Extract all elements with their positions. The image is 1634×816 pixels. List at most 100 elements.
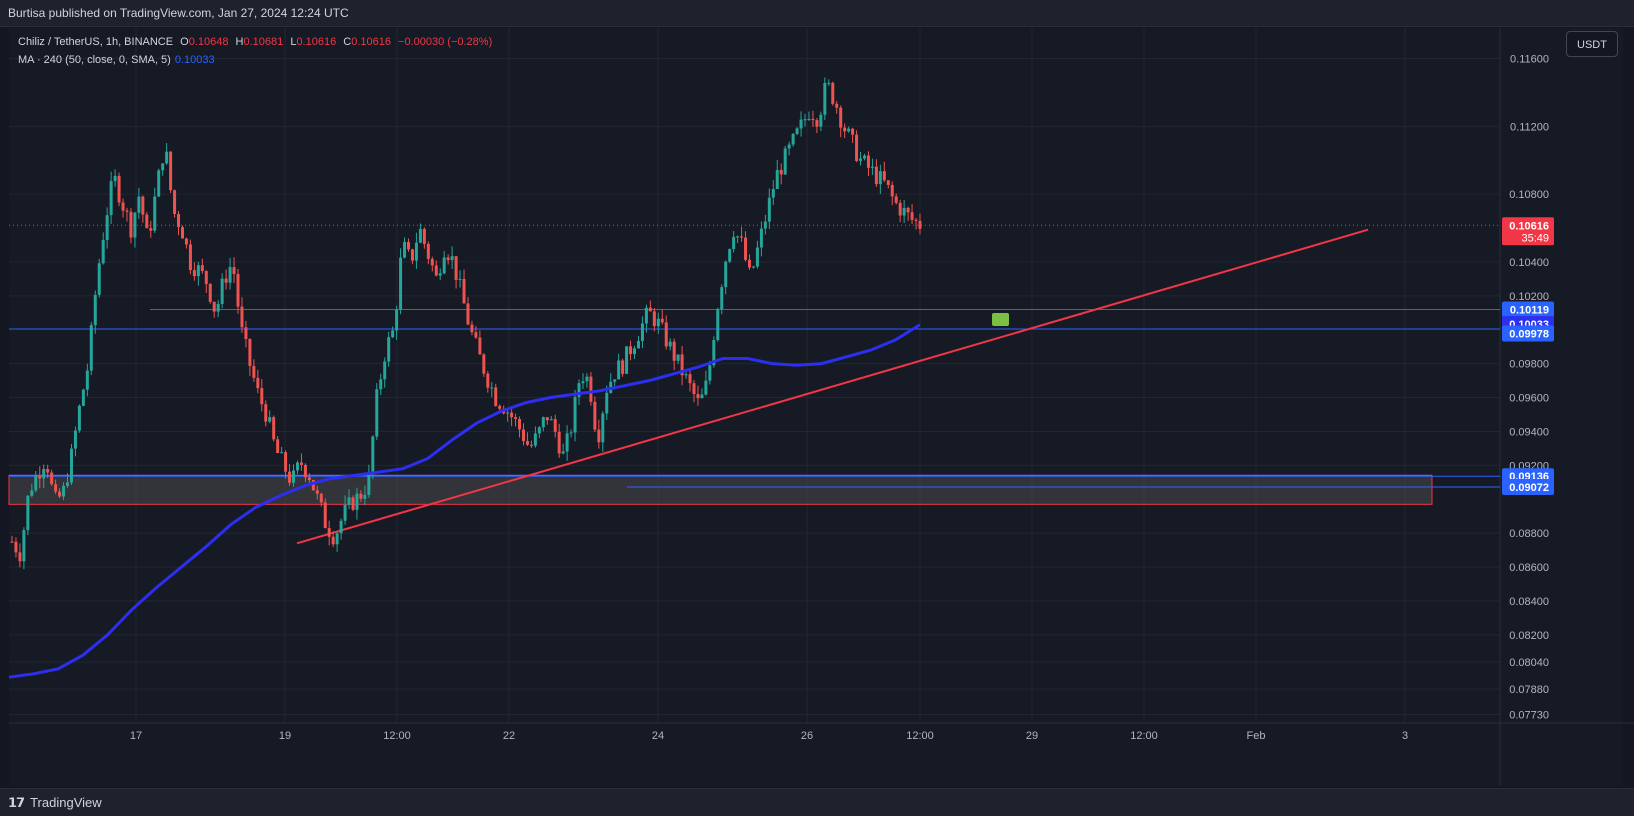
candle-body [268, 417, 272, 422]
candle-body [862, 155, 866, 159]
price-tick-label: 0.11600 [1510, 54, 1549, 66]
candle-body [859, 158, 863, 161]
candle-body [664, 322, 668, 347]
candle-body [799, 119, 803, 129]
open-label: O [180, 36, 189, 48]
candle-body [589, 376, 593, 402]
close-value: 0.10616 [351, 36, 391, 48]
candle-body [890, 184, 894, 197]
symbol-legend: Chiliz / TetherUS, 1h, BINANCE O0.10648 … [18, 33, 492, 69]
tradingview-brand[interactable]: 𝟭𝟳 TradingView [8, 789, 102, 816]
candle-body [399, 257, 403, 310]
candle-body [640, 323, 644, 341]
candle-body [256, 377, 260, 389]
price-tick-label: 0.10800 [1509, 189, 1549, 201]
candle-body [906, 207, 910, 213]
candle-body [343, 504, 347, 521]
price-label-text: 0.09978 [1509, 328, 1549, 340]
candle-body [34, 475, 38, 491]
symbol-name[interactable]: Chiliz / TetherUS, 1h, BINANCE [18, 36, 174, 48]
candle-body [478, 337, 482, 355]
time-tick-label: 3 [1402, 730, 1408, 742]
open-value: 0.10648 [188, 36, 229, 48]
candle-body [77, 405, 81, 431]
price-label-box [1502, 301, 1554, 318]
candle-body [442, 257, 446, 274]
currency-button[interactable]: USDT [1566, 31, 1618, 57]
candle-body [894, 196, 898, 203]
candle-body [113, 175, 117, 182]
candle-body [121, 202, 125, 211]
time-tick-label: 12:00 [1130, 730, 1158, 742]
candle-body [240, 306, 244, 328]
price-tick-label: 0.07880 [1509, 684, 1549, 696]
candle-body [613, 379, 617, 382]
candle-body [208, 283, 212, 302]
candle-body [510, 412, 514, 418]
time-tick-label: 26 [801, 730, 813, 742]
high-value: 0.10681 [243, 36, 284, 48]
candle-body [375, 389, 379, 437]
publisher-text: Burtisa published on TradingView.com, Ja… [8, 6, 349, 20]
candle-body [660, 318, 664, 323]
candle-body [367, 471, 371, 495]
candle-body [42, 469, 46, 479]
candle-body [30, 490, 34, 496]
candle-body [331, 536, 335, 545]
chart-area[interactable] [9, 28, 1623, 786]
candle-body [494, 387, 498, 406]
candle-body [886, 180, 890, 185]
candle-body [387, 337, 391, 362]
candle-body [795, 128, 799, 134]
candle-body [264, 404, 268, 422]
candle-body [910, 212, 914, 220]
candle-body [319, 493, 323, 503]
candle-body [232, 267, 236, 275]
candle-body [529, 444, 533, 446]
candle-body [434, 265, 438, 276]
ma-indicator-label[interactable]: MA · 240 (50, close, 0, SMA, 5) [18, 54, 171, 66]
candle-body [882, 171, 886, 181]
candle-body [220, 278, 224, 304]
time-tick-label: 24 [652, 730, 664, 742]
candle-body [748, 259, 752, 268]
candle-body [192, 270, 196, 277]
time-tick-label: 19 [279, 730, 291, 742]
price-tick-label: 0.09800 [1509, 359, 1549, 371]
candle-body [656, 318, 660, 327]
candle-body [157, 170, 161, 197]
candle-body [851, 128, 855, 135]
candle-body [46, 469, 50, 473]
candle-body [803, 119, 807, 121]
candle-body [383, 361, 387, 380]
price-tick-label: 0.08400 [1509, 596, 1549, 608]
candle-body [874, 166, 878, 185]
candle-body [458, 278, 462, 280]
candle-body [593, 401, 597, 430]
candle-body [311, 479, 315, 491]
candle-body [252, 365, 256, 378]
candle-body [716, 309, 720, 341]
candle-body [288, 471, 292, 483]
candle-body [105, 215, 109, 240]
candle-body [426, 243, 430, 259]
candle-body [414, 242, 418, 261]
candle-body [204, 271, 208, 284]
price-tick-label: 0.08040 [1509, 657, 1549, 669]
candle-body [73, 430, 77, 449]
candle-body [751, 266, 755, 268]
candle-body [410, 249, 414, 261]
countdown-label: 35:49 [1521, 232, 1549, 244]
candle-body [446, 257, 450, 261]
candle-body [545, 417, 549, 421]
candle-body [351, 497, 355, 510]
candle-body [474, 332, 478, 338]
candle-body [395, 309, 399, 331]
candle-body [212, 301, 216, 312]
candle-body [644, 307, 648, 324]
candle-body [771, 189, 775, 198]
candle-body [97, 263, 101, 295]
candle-body [303, 464, 307, 478]
candle-body [438, 273, 442, 276]
